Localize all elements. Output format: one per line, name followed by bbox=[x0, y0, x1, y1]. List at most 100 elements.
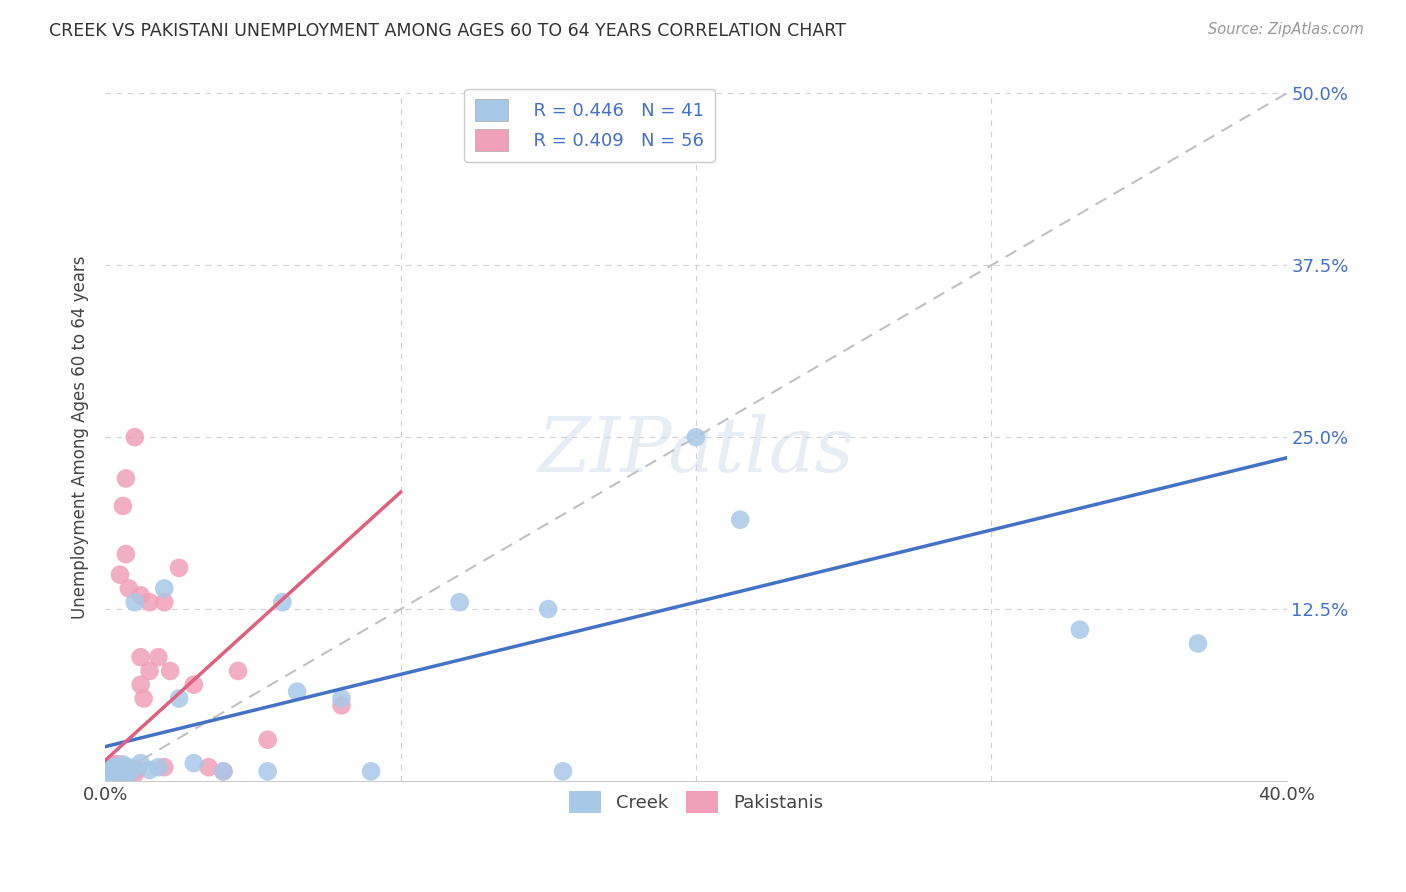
Point bbox=[111, 757, 134, 772]
Point bbox=[108, 764, 131, 779]
Point bbox=[97, 770, 120, 784]
Point bbox=[100, 765, 122, 780]
Point bbox=[124, 767, 146, 781]
Point bbox=[108, 760, 131, 774]
Point bbox=[153, 582, 176, 596]
Point bbox=[105, 760, 128, 774]
Text: CREEK VS PAKISTANI UNEMPLOYMENT AMONG AGES 60 TO 64 YEARS CORRELATION CHART: CREEK VS PAKISTANI UNEMPLOYMENT AMONG AG… bbox=[49, 22, 846, 40]
Point bbox=[115, 767, 138, 781]
Point bbox=[103, 767, 125, 781]
Point bbox=[685, 430, 707, 444]
Point bbox=[100, 770, 122, 784]
Point bbox=[105, 770, 128, 784]
Point bbox=[105, 757, 128, 772]
Point bbox=[153, 760, 176, 774]
Point bbox=[103, 770, 125, 784]
Point bbox=[108, 764, 131, 779]
Point bbox=[105, 765, 128, 780]
Point bbox=[111, 767, 134, 781]
Point bbox=[97, 767, 120, 781]
Point bbox=[108, 567, 131, 582]
Point bbox=[183, 756, 205, 771]
Point bbox=[212, 764, 235, 779]
Point bbox=[105, 764, 128, 779]
Point bbox=[97, 767, 120, 781]
Point bbox=[285, 684, 308, 698]
Point bbox=[124, 763, 146, 777]
Point bbox=[108, 770, 131, 784]
Point bbox=[108, 762, 131, 776]
Point bbox=[105, 760, 128, 774]
Point bbox=[360, 764, 382, 779]
Point bbox=[167, 561, 190, 575]
Point bbox=[537, 602, 560, 616]
Point bbox=[138, 595, 160, 609]
Point bbox=[330, 698, 353, 713]
Point bbox=[121, 764, 143, 779]
Point bbox=[100, 767, 122, 781]
Point bbox=[132, 691, 155, 706]
Point bbox=[330, 691, 353, 706]
Point bbox=[138, 664, 160, 678]
Point bbox=[100, 760, 122, 774]
Point bbox=[108, 757, 131, 772]
Point bbox=[129, 756, 152, 771]
Point bbox=[115, 763, 138, 777]
Point bbox=[449, 595, 471, 609]
Point bbox=[111, 770, 134, 784]
Point bbox=[118, 763, 141, 777]
Point bbox=[138, 763, 160, 777]
Point bbox=[100, 770, 122, 784]
Point bbox=[103, 770, 125, 784]
Point bbox=[115, 471, 138, 485]
Point bbox=[105, 770, 128, 784]
Point bbox=[103, 757, 125, 772]
Point bbox=[118, 767, 141, 781]
Point bbox=[1187, 636, 1209, 650]
Point bbox=[1069, 623, 1091, 637]
Point bbox=[153, 595, 176, 609]
Point bbox=[121, 763, 143, 777]
Point bbox=[108, 767, 131, 781]
Point bbox=[111, 499, 134, 513]
Point bbox=[167, 691, 190, 706]
Point bbox=[256, 732, 278, 747]
Point bbox=[183, 678, 205, 692]
Point bbox=[118, 760, 141, 774]
Point bbox=[118, 765, 141, 780]
Point bbox=[124, 595, 146, 609]
Point bbox=[124, 430, 146, 444]
Point bbox=[129, 650, 152, 665]
Point bbox=[105, 767, 128, 781]
Point bbox=[127, 762, 149, 776]
Point bbox=[111, 765, 134, 780]
Point bbox=[256, 764, 278, 779]
Text: ZIPatlas: ZIPatlas bbox=[537, 414, 855, 488]
Point bbox=[226, 664, 249, 678]
Y-axis label: Unemployment Among Ages 60 to 64 years: Unemployment Among Ages 60 to 64 years bbox=[72, 255, 89, 619]
Point bbox=[108, 767, 131, 781]
Text: Source: ZipAtlas.com: Source: ZipAtlas.com bbox=[1208, 22, 1364, 37]
Point bbox=[212, 764, 235, 779]
Point bbox=[103, 763, 125, 777]
Point bbox=[118, 582, 141, 596]
Point bbox=[148, 760, 170, 774]
Point bbox=[103, 764, 125, 779]
Point bbox=[271, 595, 294, 609]
Point bbox=[103, 760, 125, 774]
Point bbox=[129, 588, 152, 602]
Point bbox=[100, 760, 122, 774]
Point bbox=[129, 678, 152, 692]
Point bbox=[148, 650, 170, 665]
Point bbox=[115, 547, 138, 561]
Point bbox=[159, 664, 181, 678]
Point bbox=[551, 764, 574, 779]
Point bbox=[111, 763, 134, 777]
Point bbox=[115, 770, 138, 784]
Point bbox=[197, 760, 219, 774]
Point bbox=[100, 763, 122, 777]
Point bbox=[97, 763, 120, 777]
Point bbox=[115, 767, 138, 781]
Point bbox=[97, 763, 120, 777]
Legend: Creek, Pakistanis: Creek, Pakistanis bbox=[558, 780, 834, 823]
